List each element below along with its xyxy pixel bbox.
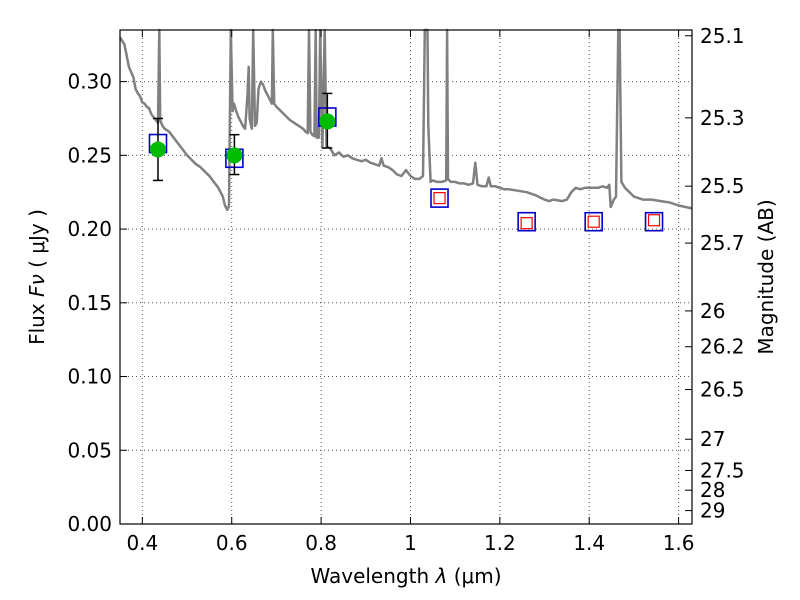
model-flux-box <box>644 211 664 232</box>
upper-limit-marker <box>647 214 661 227</box>
y-tick-label: 0.00 <box>67 512 112 536</box>
y2-tick-label: 26.2 <box>700 335 745 359</box>
y-tick-label: 0.15 <box>67 291 112 315</box>
y2-tick-label: 25.7 <box>700 231 745 255</box>
upper-limit-marker <box>433 192 446 205</box>
y-tick-label: 0.05 <box>67 438 112 462</box>
y2-tick-label: 26 <box>700 299 725 323</box>
upper-limit-marker <box>520 217 533 230</box>
x-axis-title: Wavelength λ (μm) <box>310 564 501 588</box>
y-axis-title-unit: ( μJy ) <box>25 209 49 268</box>
upper-limit-marker <box>587 215 600 228</box>
axis-ticks <box>120 30 692 525</box>
y-axis-title-text: Flux <box>25 303 49 345</box>
x-tick-label: 0.6 <box>216 531 248 555</box>
x-tick-label: 1.6 <box>663 531 695 555</box>
y-tick-label: 0.30 <box>67 70 112 94</box>
x-tick-label: 0.8 <box>305 531 337 555</box>
model-spectrum-line <box>118 28 693 212</box>
y-axis-title: Flux Fν ( μJy ) <box>25 209 49 345</box>
tick-labels: 0.4 0.6 0.8 1 1.2 1.4 1.6 0.00 0.05 0.10 0.15 0.20 0… <box>67 24 744 555</box>
y-tick-label: 0.25 <box>67 143 112 167</box>
observed-flux-point <box>319 113 336 130</box>
observed-flux-point <box>149 141 166 158</box>
x-tick-label: 0.4 <box>126 531 158 555</box>
y2-tick-label: 25.1 <box>700 24 745 48</box>
y2-tick-label: 25.5 <box>700 174 745 198</box>
y2-tick-label: 27.5 <box>700 458 745 482</box>
y2-tick-label: 25.3 <box>700 106 745 130</box>
y-axis-title-symbol: Fν <box>25 274 49 297</box>
y-tick-label: 0.10 <box>67 365 112 389</box>
model-flux-box <box>517 211 536 232</box>
observed-flux-point <box>226 147 243 164</box>
x-axis-title-text: Wavelength <box>310 564 429 588</box>
grid-lines <box>120 30 692 524</box>
x-tick-label: 1.2 <box>484 531 516 555</box>
y2-tick-label: 29 <box>700 499 725 523</box>
model-flux-box <box>430 188 449 208</box>
model-spectrum-layer <box>118 28 693 212</box>
y-tick-label: 0.20 <box>67 217 112 241</box>
photometry-points <box>148 92 664 232</box>
model-flux-box <box>584 211 603 232</box>
x-tick-label: 1.4 <box>573 531 605 555</box>
x-axis-title-symbol: λ <box>435 564 448 588</box>
y2-axis-title: Magnitude (AB) <box>754 199 778 354</box>
x-tick-label: 1 <box>404 531 417 555</box>
y2-tick-label: 26.5 <box>700 378 745 402</box>
x-axis-title-unit: (μm) <box>454 564 502 588</box>
plot-frame <box>119 29 693 525</box>
y2-tick-label: 27 <box>700 427 725 451</box>
y2-tick-label: 28 <box>700 478 725 502</box>
